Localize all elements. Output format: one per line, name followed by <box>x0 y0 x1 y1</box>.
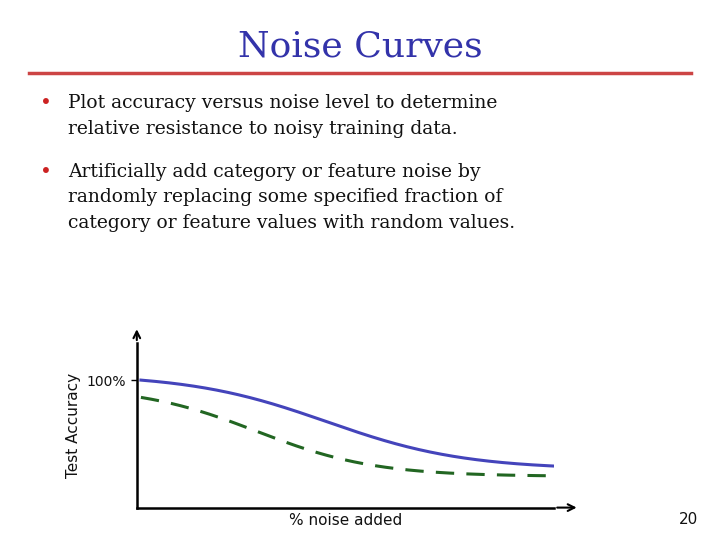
Text: category or feature values with random values.: category or feature values with random v… <box>68 214 516 232</box>
Text: Artificially add category or feature noise by: Artificially add category or feature noi… <box>68 163 481 180</box>
Text: relative resistance to noisy training data.: relative resistance to noisy training da… <box>68 120 458 138</box>
Text: randomly replacing some specified fraction of: randomly replacing some specified fracti… <box>68 188 503 206</box>
Text: Plot accuracy versus noise level to determine: Plot accuracy versus noise level to dete… <box>68 94 498 112</box>
Text: •: • <box>40 163 51 181</box>
Y-axis label: Test Accuracy: Test Accuracy <box>66 373 81 478</box>
Text: Noise Curves: Noise Curves <box>238 30 482 64</box>
Text: •: • <box>40 94 51 113</box>
Text: 20: 20 <box>679 511 698 526</box>
X-axis label: % noise added: % noise added <box>289 513 402 528</box>
